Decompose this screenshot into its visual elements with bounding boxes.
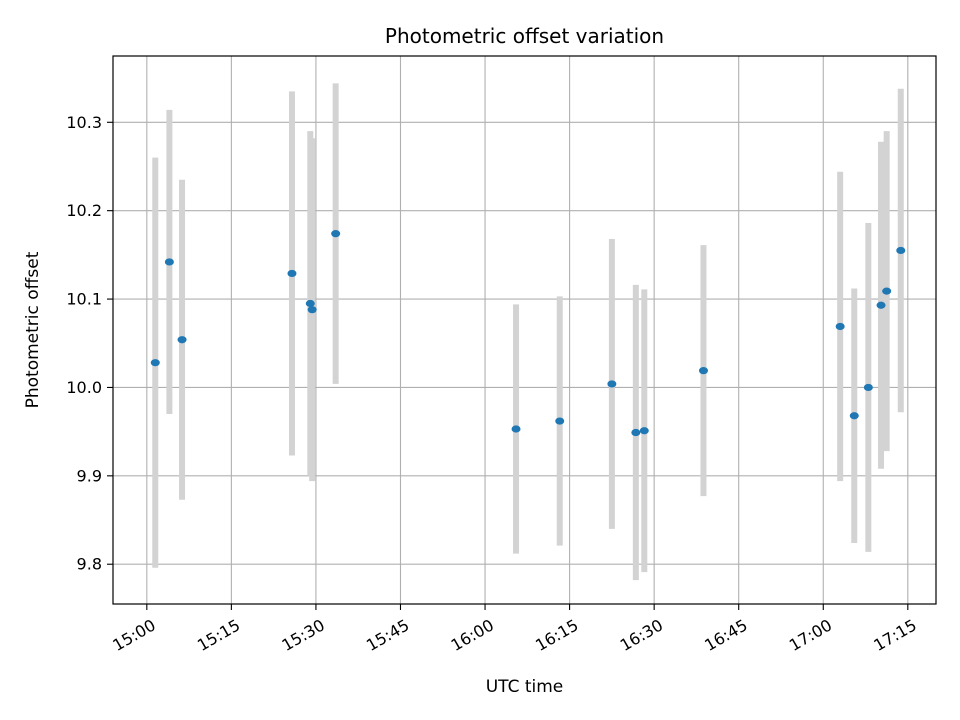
y-tick-label: 9.8 — [77, 555, 102, 574]
data-point — [631, 428, 641, 437]
y-tick-label: 9.9 — [77, 466, 102, 485]
data-point — [876, 301, 886, 309]
data-points — [150, 230, 906, 437]
plot-frame — [112, 55, 937, 605]
data-point — [164, 258, 174, 266]
data-point — [849, 412, 859, 420]
data-point — [698, 367, 708, 375]
data-point — [896, 246, 906, 255]
data-point — [331, 230, 341, 238]
data-point — [882, 287, 892, 295]
x-axis-label: UTC time — [486, 677, 564, 697]
data-point — [150, 359, 160, 367]
y-axis-label: Photometric offset — [23, 251, 43, 408]
data-point — [307, 306, 317, 314]
data-point — [177, 336, 187, 344]
y-tick-label: 10.3 — [66, 113, 102, 132]
data-point — [639, 427, 649, 435]
data-point — [607, 380, 617, 388]
data-point — [511, 425, 521, 433]
y-tick-label: 10.0 — [66, 378, 102, 397]
data-point — [287, 269, 297, 278]
grid — [113, 56, 936, 604]
data-point — [555, 417, 565, 425]
y-tick-label: 10.2 — [66, 201, 102, 220]
data-point — [835, 322, 845, 331]
data-point — [863, 383, 873, 392]
data-point — [305, 299, 315, 308]
y-axis: 9.8 9.9 10.0 10.1 10.2 10.3 — [66, 113, 113, 574]
chart-title: Photometric offset variation — [385, 24, 664, 48]
y-tick-label: 10.1 — [66, 290, 102, 309]
